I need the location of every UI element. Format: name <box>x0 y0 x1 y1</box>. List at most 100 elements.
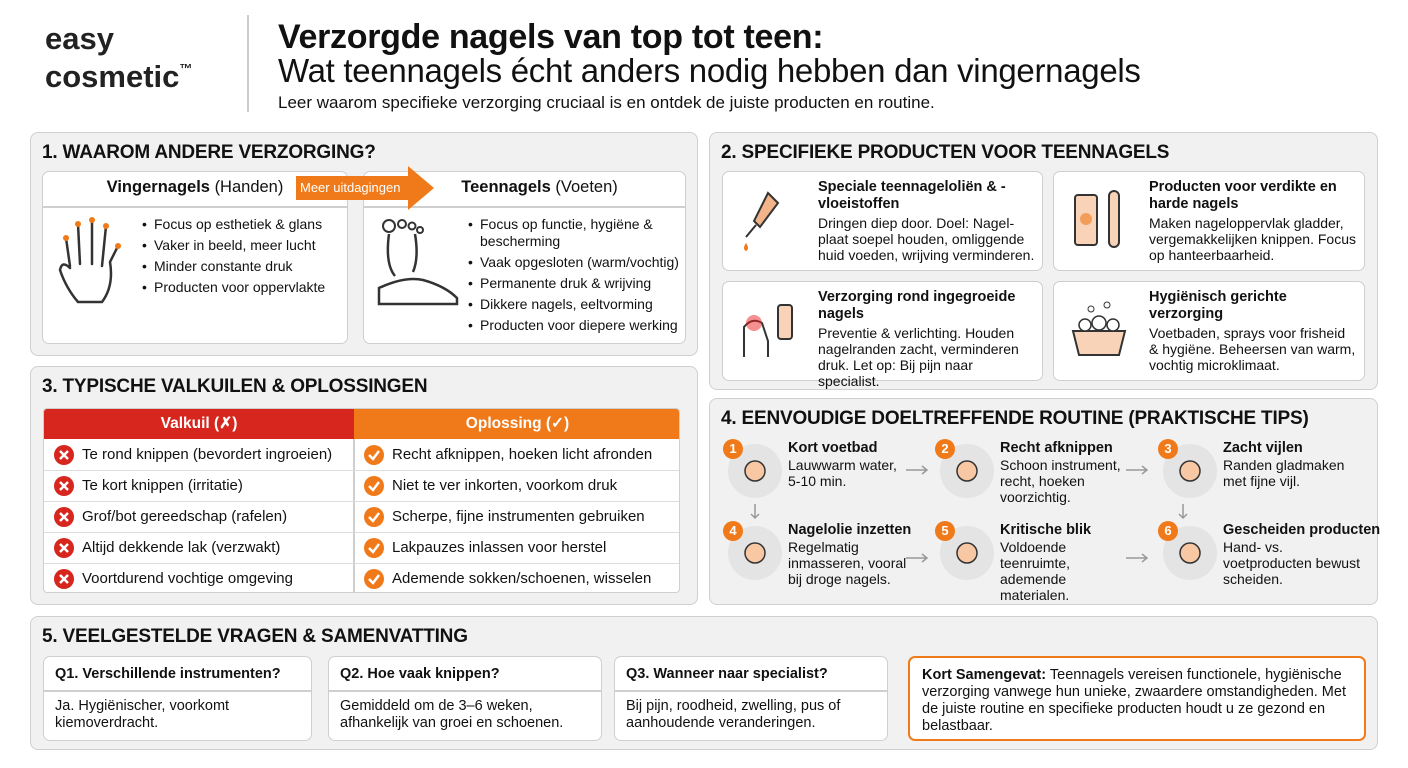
foot-icon <box>377 219 459 306</box>
step-text: Randen gladmaken met fijne vijl. <box>1223 457 1345 489</box>
step-number: 5 <box>941 523 949 538</box>
step-title: Recht afknippen <box>1000 440 1113 456</box>
row-divider <box>44 563 679 564</box>
step-number: 1 <box>729 441 737 456</box>
step-number: 2 <box>941 441 949 456</box>
step-text: Regelmatig inmasseren, vooral bij droge … <box>788 539 907 587</box>
product-card <box>1053 171 1365 271</box>
table-header: Oplossing (✓) <box>354 409 679 439</box>
heading-sub: (Voeten) <box>555 178 618 196</box>
step-title: Gescheiden producten <box>1223 522 1381 538</box>
row-divider <box>44 470 679 471</box>
faq-divider <box>44 690 311 692</box>
divider <box>364 206 685 208</box>
list: Focus op functie, hygiëne & bescherming V… <box>466 216 681 338</box>
table-cell: Altijd dekkende lak (verzwakt) <box>82 539 281 556</box>
list: Focus op esthetiek & glans Vaker in beeld… <box>140 216 340 300</box>
step-arrows <box>750 465 1188 563</box>
step-number: 4 <box>729 523 737 538</box>
heading-name: Vingernagels <box>106 178 210 196</box>
faq-box <box>328 656 602 741</box>
list-item: Permanente druk & wrijving <box>466 275 681 292</box>
step-icon <box>935 521 994 580</box>
table: Valkuil (✗) Oplossing (✓) Te rond knippen … <box>43 408 680 593</box>
check-icon <box>364 445 384 465</box>
cross-icon <box>54 569 74 589</box>
logo-text: cosmetic <box>45 59 180 94</box>
step-number: 3 <box>1164 441 1172 456</box>
step-text: Hand- vs. voetproducten bewust scheiden. <box>1223 539 1360 587</box>
cross-icon <box>54 445 74 465</box>
table-cell: Scherpe, fijne instrumenten gebruiken <box>392 508 645 525</box>
step-text: Voldoende teenruimte, ademende materiale… <box>1000 539 1071 603</box>
faq-question: Q2. Hoe vaak knippen? <box>340 666 500 682</box>
section-title: 2. SPECIFIEKE PRODUCTEN VOOR TEENNAGELS <box>721 142 1170 163</box>
arrow <box>296 166 434 210</box>
table-cell: Voortdurend vochtige omgeving <box>82 570 293 587</box>
step-icon <box>1158 521 1217 580</box>
divider <box>43 206 347 208</box>
card-text: Maken nageloppervlak gladder, vergemakke… <box>1149 215 1356 263</box>
step-title: Zacht vijlen <box>1223 440 1303 456</box>
faq-divider <box>615 690 887 692</box>
arrow-label: Meer uitdagingen <box>300 180 401 195</box>
section-title: 4. EENVOUDIGE DOELTREFFENDE ROUTINE (PRA… <box>721 408 1309 429</box>
faq-question: Q1. Verschillende instrumenten? <box>55 666 281 682</box>
compare-heading: Teennagels (Voeten) <box>363 178 686 197</box>
logo-line: easy <box>45 21 114 56</box>
step-icon <box>935 439 994 498</box>
list-item: Vaker in beeld, meer lucht <box>140 237 340 254</box>
heading-sub: (Handen) <box>214 178 284 196</box>
table-header: Valkuil (✗) <box>44 409 354 439</box>
row-divider <box>44 501 679 502</box>
list-item: Focus op functie, hygiëne & bescherming <box>466 216 681 250</box>
faq-box <box>614 656 888 741</box>
product-card <box>722 171 1043 271</box>
logo: easy cosmetic™ <box>45 21 192 92</box>
card-text: Preventie & verlichting. Houden nagelran… <box>818 325 1019 389</box>
intro: Leer waarom specifieke verzorging crucia… <box>278 93 935 112</box>
check-icon <box>364 569 384 589</box>
step-title: Kritische blik <box>1000 522 1092 538</box>
section-title: 3. TYPISCHE VALKUILEN & OPLOSSINGEN <box>42 376 428 397</box>
faq-divider <box>329 690 601 692</box>
compare-heading: Vingernagels (Handen) <box>42 178 348 197</box>
subtitle: Wat teennagels écht anders nodig hebben … <box>278 52 1141 89</box>
step-text: Lauwwarm water, 5-10 min. <box>788 457 897 489</box>
card-text: Voetbaden, sprays voor frisheid & hygiën… <box>1149 325 1356 373</box>
summary-text: Teennagels vereisen functionele, hygiëni… <box>922 667 1346 734</box>
heading-name: Teennagels <box>461 178 551 196</box>
faq-question: Q3. Wanneer naar specialist? <box>626 666 828 682</box>
faq-answer: Ja. Hygiënischer, voorkomt kiemoverdrach… <box>55 698 230 731</box>
table-cell: Grof/bot gereedschap (rafelen) <box>82 508 288 525</box>
logo-line: cosmetic™ <box>45 54 192 92</box>
faq-box <box>43 656 312 741</box>
panel <box>709 398 1378 605</box>
faq-answer: Bij pijn, roodheid, zwelling, pus of aan… <box>626 698 841 731</box>
step-number: 6 <box>1164 523 1172 538</box>
divider <box>247 15 249 112</box>
card-title: Producten voor verdikte en harde nagels <box>1149 179 1337 212</box>
step-text: Schoon instrument, recht, hoeken voorzic… <box>1000 457 1121 505</box>
list-item: Producten voor oppervlakte <box>140 279 340 296</box>
product-icon <box>1071 301 1127 356</box>
section-title: 5. VEELGESTELDE VRAGEN & SAMENVATTING <box>42 626 468 647</box>
step-title: Nagelolie inzetten <box>788 522 912 538</box>
trademark: ™ <box>179 61 193 76</box>
table-cell: Te rond knippen (bevordert ingroeien) <box>82 446 333 463</box>
summary: Kort Samengevat: Teennagels vereisen fun… <box>908 656 1366 741</box>
table-cell: Ademende sokken/schoenen, wisselen <box>392 570 652 587</box>
table-cell: Te kort knippen (irritatie) <box>82 477 243 494</box>
card-title: Verzorging rond ingegroeide nagels <box>818 289 1016 322</box>
table-cell: Recht afknippen, hoeken licht afronden <box>392 446 653 463</box>
summary-label: Kort Samengevat: <box>922 667 1047 683</box>
list-item: Minder constante druk <box>140 258 340 275</box>
table-cell: Niet te ver inkorten, voorkom druk <box>392 477 618 494</box>
step-icon <box>1158 439 1217 498</box>
step-icon <box>723 521 782 580</box>
product-icon <box>1074 190 1120 248</box>
cross-icon <box>54 476 74 496</box>
row-divider <box>44 532 679 533</box>
cross-icon <box>54 538 74 558</box>
